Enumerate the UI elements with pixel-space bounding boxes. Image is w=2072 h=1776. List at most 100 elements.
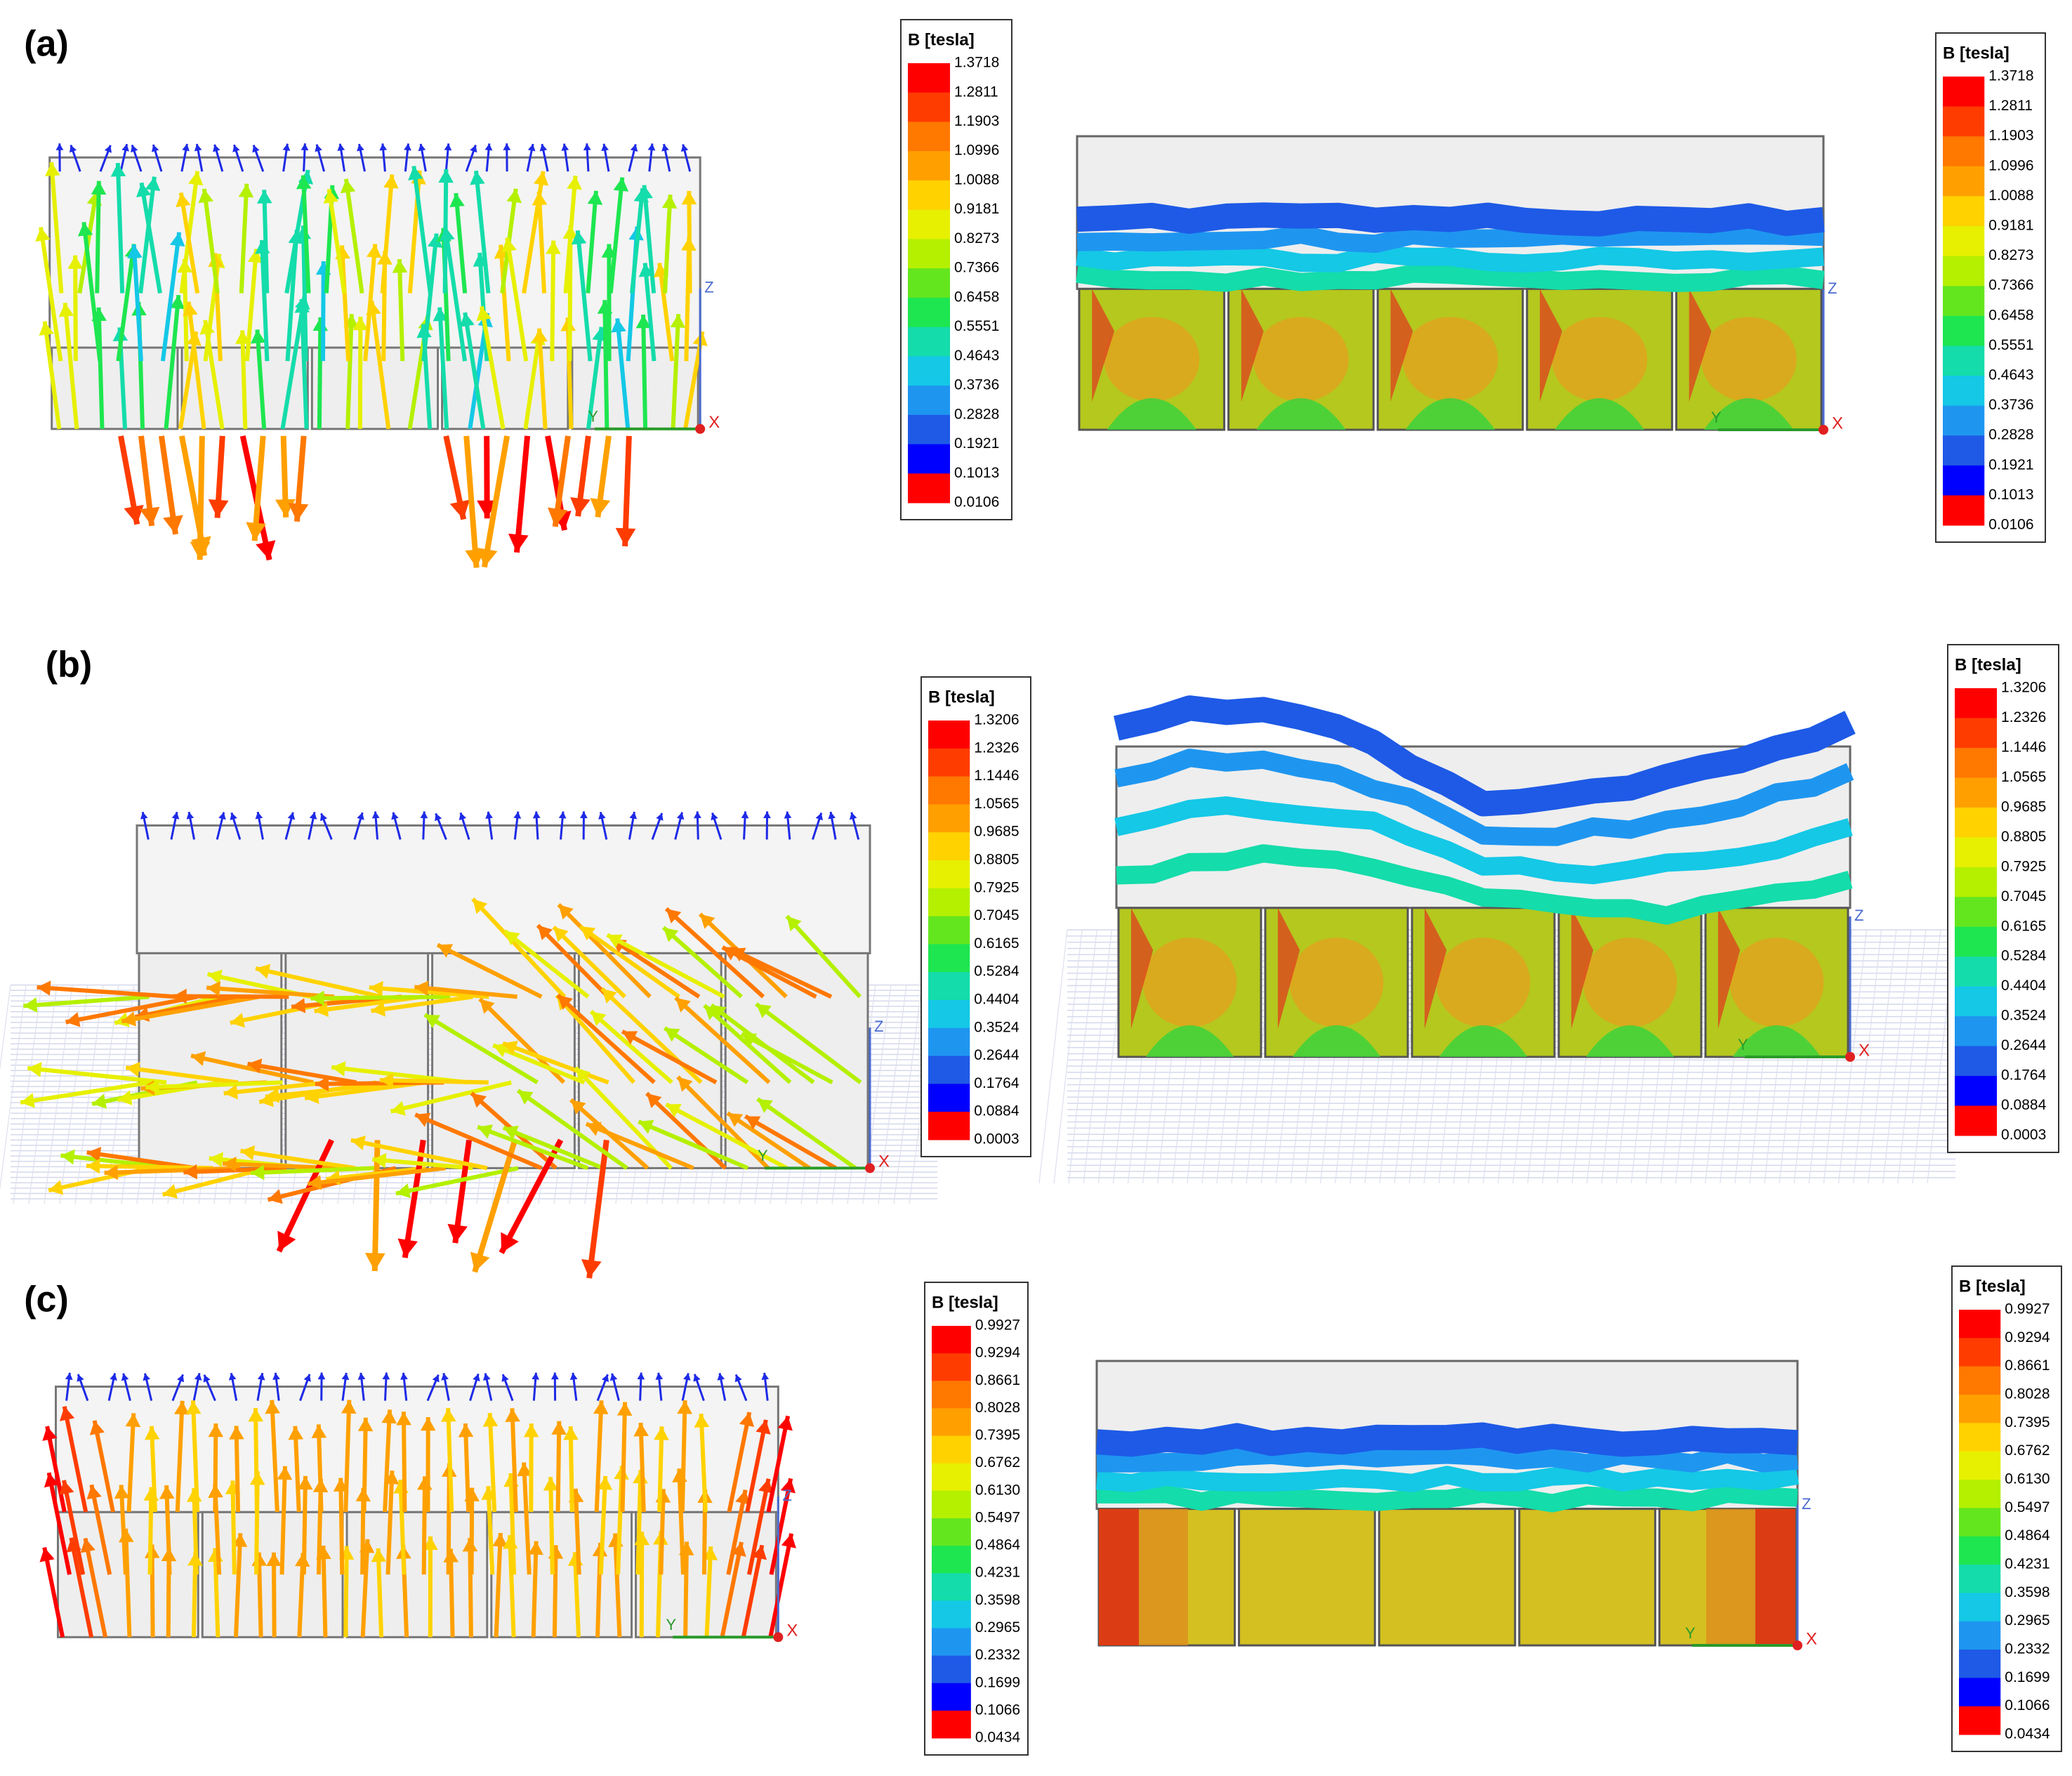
field-arrow-head (352, 316, 369, 331)
field-contour (1717, 907, 1741, 1029)
field-arrow-head (432, 1374, 440, 1383)
field-arrow-shaft (536, 328, 548, 429)
field-contour (1585, 1025, 1675, 1057)
colorbar-tick-label: 0.7045 (974, 907, 1019, 923)
field-arrow-head (449, 193, 465, 208)
field-arrow-shaft (234, 1426, 241, 1512)
field-arrow-head (136, 183, 152, 198)
field-arrow-head (311, 1424, 327, 1438)
colorbar-band (1955, 1105, 1998, 1136)
colorbar-band (1955, 807, 1998, 838)
colorbar-band (928, 748, 970, 777)
field-arrow-head (484, 143, 493, 151)
field-arrow-head (501, 237, 517, 253)
colorbar-band (928, 721, 970, 749)
field-arrow-shaft (785, 914, 862, 999)
field-arrow-head (185, 1400, 202, 1414)
colorbar-tick-label: 0.4404 (2001, 978, 2047, 994)
field-arrow-head (727, 1113, 744, 1127)
field-arrow-head (198, 188, 213, 204)
field-arrow-head (357, 143, 364, 152)
field-arrow-shaft (357, 316, 363, 429)
field-arrow-shaft (192, 1488, 199, 1575)
field-contour (1256, 398, 1346, 430)
field-arrow-head (683, 1373, 691, 1381)
field-arrow-shaft (610, 937, 701, 999)
colorbar-tick-label: 0.8273 (954, 230, 999, 246)
field-arrow-head (575, 1067, 590, 1083)
colorbar-tick-label: 0.1013 (1988, 487, 2033, 503)
field-arrow-head (240, 1145, 256, 1161)
colorbar-tick-label: 0.4643 (1988, 367, 2033, 383)
colorbar-title: B [tesla] (1959, 1277, 2026, 1296)
field-arrow-shaft (343, 1400, 352, 1513)
field-contour (1703, 398, 1794, 430)
field-arrow-shaft (516, 1088, 628, 1170)
field-arrow-shaft (250, 1166, 376, 1176)
colorbar-tick-label: 0.0884 (2001, 1097, 2047, 1113)
field-arrow-shaft (585, 1121, 694, 1171)
field-arrow-head (666, 1103, 682, 1118)
colorbar-band (1955, 718, 1998, 749)
colorbar-band (1959, 1565, 2001, 1593)
field-arrow-head (268, 1189, 283, 1204)
field-arrow-head (777, 1416, 793, 1431)
field-arrow-head (755, 1419, 771, 1435)
field-contour (1583, 938, 1677, 1027)
field-arrow-head (590, 498, 611, 518)
colorbar-tick-label: 0.2828 (954, 406, 999, 422)
field-arrow-shaft (203, 320, 225, 430)
field-arrow-head (256, 540, 276, 560)
field-arrow-shaft (173, 994, 289, 999)
field-arrow-head (532, 1372, 540, 1380)
field-arrow-head (127, 244, 143, 258)
colorbar-tick-label: 1.2811 (1988, 98, 2033, 114)
field-arrow-shaft (514, 435, 531, 553)
ground-grid (1912, 930, 1941, 1184)
field-contour (1402, 317, 1498, 402)
colorbar-tick-label: 0.6762 (2005, 1442, 2050, 1459)
colorbar-tick-label: 0.6762 (975, 1454, 1020, 1471)
field-arrow-head (256, 963, 271, 979)
colorbar-tick-label: 0.7366 (1988, 277, 2033, 294)
field-arrow-head (602, 988, 617, 1004)
field-arrow-shaft (568, 1426, 574, 1512)
colorbar-tick-label: 0.1066 (2005, 1697, 2050, 1713)
field-arrow-head (247, 1058, 263, 1074)
field-arrow-shaft (95, 180, 101, 294)
colorbar-title: B [tesla] (1955, 655, 2021, 674)
field-arrow-shaft (630, 188, 645, 294)
field-arrow-shaft (766, 1415, 791, 1513)
field-arrow-head (680, 144, 689, 152)
field-arrow-head (757, 1098, 773, 1113)
field-arrow-head (303, 1374, 311, 1382)
colorbar-tick-label: 0.9927 (2005, 1301, 2050, 1317)
field-arrow-head (364, 1253, 385, 1272)
field-arrow-head (194, 143, 202, 152)
field-arrow-shaft (385, 1471, 395, 1575)
field-arrow-head (315, 1076, 329, 1092)
axis-label: X (1806, 1629, 1817, 1648)
colorbar-tick-label: 0.0884 (974, 1103, 1019, 1119)
field-arrow-head (414, 980, 429, 996)
colorbar-tick-label: 0.0434 (975, 1730, 1021, 1746)
field-arrow-head (89, 1420, 105, 1435)
colorbar-band (908, 63, 951, 93)
field-arrow-head (694, 1414, 710, 1428)
axis-label: Y (588, 408, 598, 426)
colorbar-band (932, 1326, 971, 1354)
field-arrow-shaft (115, 162, 125, 294)
colorbar-tick-label: 0.1764 (2001, 1067, 2047, 1084)
field-arrow-head (655, 1372, 664, 1380)
field-arrow-head (597, 1475, 613, 1490)
colorbar-tick-label: 0.5551 (1988, 337, 2033, 353)
field-arrow-shaft (299, 298, 309, 429)
field-arrow-shaft (362, 1417, 368, 1512)
field-arrow-shaft (149, 1426, 157, 1513)
field-arrow-shaft (338, 1478, 345, 1575)
field-band (1076, 244, 1824, 273)
field-arrow-shaft (414, 985, 517, 999)
axis-label: Z (704, 279, 713, 296)
field-arrow-head (182, 143, 190, 152)
field-arrow-shaft (492, 1043, 586, 1085)
